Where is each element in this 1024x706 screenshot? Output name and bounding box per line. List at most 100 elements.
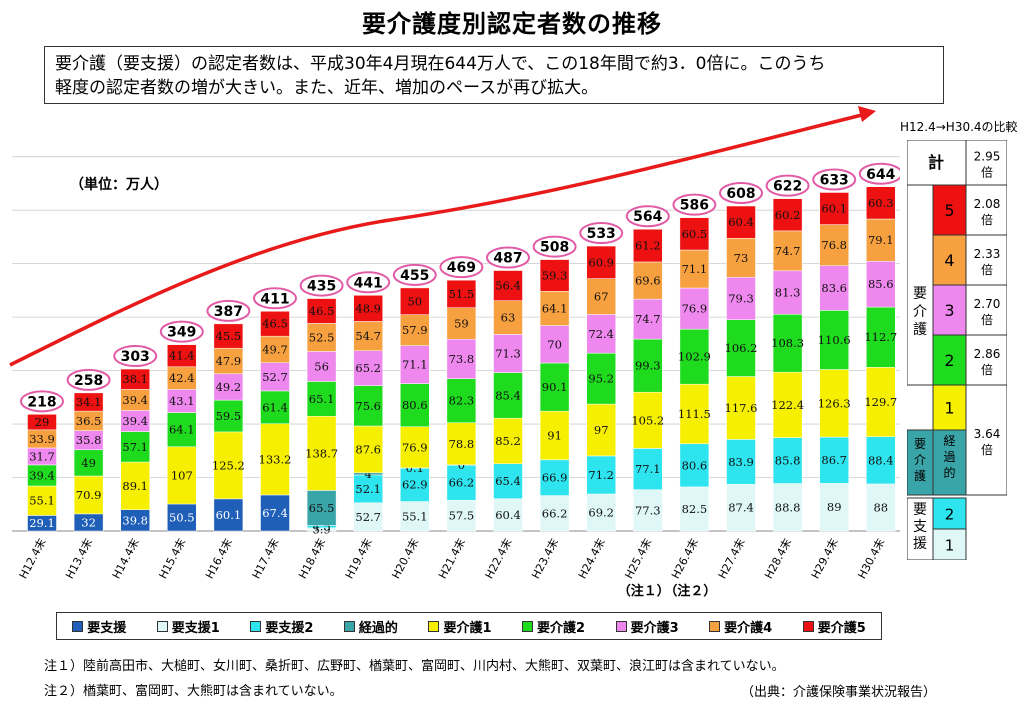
legend-item: 要介護5 xyxy=(802,617,866,636)
total-label: 533 xyxy=(587,226,616,242)
notes: 注１）陸前高田市、大槌町、女川町、桑折町、広野町、楢葉町、富岡町、川内村、大熊町… xyxy=(44,654,785,704)
total-ellipse xyxy=(532,235,577,258)
source-note: （出典：介護保険事業状況報告） xyxy=(741,685,937,700)
data-label: 102.9 xyxy=(678,350,711,364)
x-tick-label: H14.4末 xyxy=(109,536,142,581)
bar-segment xyxy=(586,493,616,532)
x-tick-label: H17.4末 xyxy=(249,536,282,581)
data-label: 117.6 xyxy=(725,401,758,415)
data-label: 67.4 xyxy=(262,506,288,520)
data-label: 106.2 xyxy=(725,341,758,355)
bar-segment xyxy=(167,344,197,368)
total-ellipse xyxy=(858,162,900,185)
total-label: 608 xyxy=(726,186,755,202)
bar-segment xyxy=(726,277,756,320)
data-label: 69.6 xyxy=(635,274,661,288)
bar-segment xyxy=(120,461,150,510)
ratio-shien-swatch xyxy=(932,497,967,530)
data-label: 52.5 xyxy=(309,330,335,344)
ratio-row-value: 2.08 xyxy=(974,197,1001,211)
total-ellipse xyxy=(299,274,344,297)
data-label: 54.7 xyxy=(355,329,381,343)
total-label: 349 xyxy=(167,325,196,341)
bar-segment xyxy=(353,425,383,474)
ratio-kaigo-label-char: 要 xyxy=(913,286,927,302)
bar-segment xyxy=(726,238,756,278)
data-label: 88.8 xyxy=(775,500,801,514)
bar-segment xyxy=(446,307,477,340)
data-label: 125.2 xyxy=(212,458,245,472)
bar-segment xyxy=(819,192,849,225)
data-label: 91 xyxy=(547,429,562,443)
data-label: 60.9 xyxy=(588,255,614,269)
data-label: 108.3 xyxy=(771,336,804,350)
bar-segment xyxy=(539,291,570,326)
data-label: 85.8 xyxy=(775,454,801,468)
data-label: 59.3 xyxy=(542,268,568,282)
ratio-row-swatch xyxy=(932,184,967,236)
ratio-total-value: 2.95 xyxy=(974,150,1001,164)
total-ellipse xyxy=(765,174,810,197)
bar-segment xyxy=(772,483,803,532)
x-tick-label: H30.4末 xyxy=(855,536,888,581)
bar-segment xyxy=(167,446,197,505)
data-label: 66.2 xyxy=(542,506,568,520)
data-label: 85.4 xyxy=(495,388,521,402)
bar-segment xyxy=(633,338,663,393)
total-ellipse xyxy=(253,287,297,310)
bar-segment xyxy=(866,436,896,485)
legend-swatch xyxy=(615,620,627,632)
data-label: 60.2 xyxy=(775,208,801,222)
ratio-row-value: 2.33 xyxy=(974,247,1001,261)
data-label: 63 xyxy=(501,311,516,325)
ratio-row-label: 4 xyxy=(944,251,954,270)
data-label: 88 xyxy=(873,500,888,514)
data-label: 55.1 xyxy=(402,509,428,523)
total-ellipse xyxy=(625,205,670,228)
total-label: 387 xyxy=(214,304,243,320)
bar-segment xyxy=(167,503,197,532)
data-label: 73 xyxy=(734,251,749,265)
bar-segment xyxy=(400,314,430,346)
trend-arrow xyxy=(9,112,867,367)
data-label: 32 xyxy=(81,515,96,529)
summary-line-2: 軽度の認定者数の増が大きい。また、近年、増加のペースが再び拡大。 xyxy=(55,78,599,98)
data-label: 52.1 xyxy=(355,482,381,496)
bar-segment xyxy=(400,501,430,532)
bar-segment xyxy=(633,489,663,532)
ratio-caption: H12.4→H30.4の比較 xyxy=(900,120,1018,134)
data-label: 38.1 xyxy=(122,372,148,386)
data-label: 74.7 xyxy=(635,312,661,326)
ratio-row-label: 1 xyxy=(944,399,954,418)
ratio-kaigo-label-char: 護 xyxy=(913,322,927,338)
bar-segment xyxy=(726,376,756,440)
total-ellipse xyxy=(113,345,158,368)
bar-segment xyxy=(446,279,477,308)
data-label: 76.8 xyxy=(821,238,847,252)
bar-segment xyxy=(586,403,616,457)
data-label: 97 xyxy=(594,423,609,437)
data-label: 50.5 xyxy=(169,510,195,524)
data-label: 60.5 xyxy=(682,227,708,241)
data-label: 76.9 xyxy=(402,440,428,454)
data-label: 65.1 xyxy=(309,392,335,406)
data-label: 107 xyxy=(171,468,193,482)
bar-segment xyxy=(446,500,477,532)
bar-segment xyxy=(866,186,896,220)
ratio-transitional-label-char: 的 xyxy=(943,465,955,480)
total-label: 411 xyxy=(260,291,289,307)
data-label: 71.3 xyxy=(495,346,521,360)
data-label: 41.4 xyxy=(169,349,195,363)
total-label: 633 xyxy=(820,172,849,188)
legend-item: 要支援 xyxy=(72,617,126,636)
legend-swatch xyxy=(709,620,721,632)
bar-segment xyxy=(772,230,803,272)
bar-segment xyxy=(306,351,337,382)
total-label: 218 xyxy=(27,394,56,410)
data-label: 87.6 xyxy=(355,442,381,456)
data-label: 31.7 xyxy=(29,449,55,463)
total-label: 564 xyxy=(633,209,662,225)
ratio-row-value-unit: 倍 xyxy=(981,262,993,277)
total-ellipse xyxy=(439,256,484,279)
data-label: 52.7 xyxy=(355,510,381,524)
